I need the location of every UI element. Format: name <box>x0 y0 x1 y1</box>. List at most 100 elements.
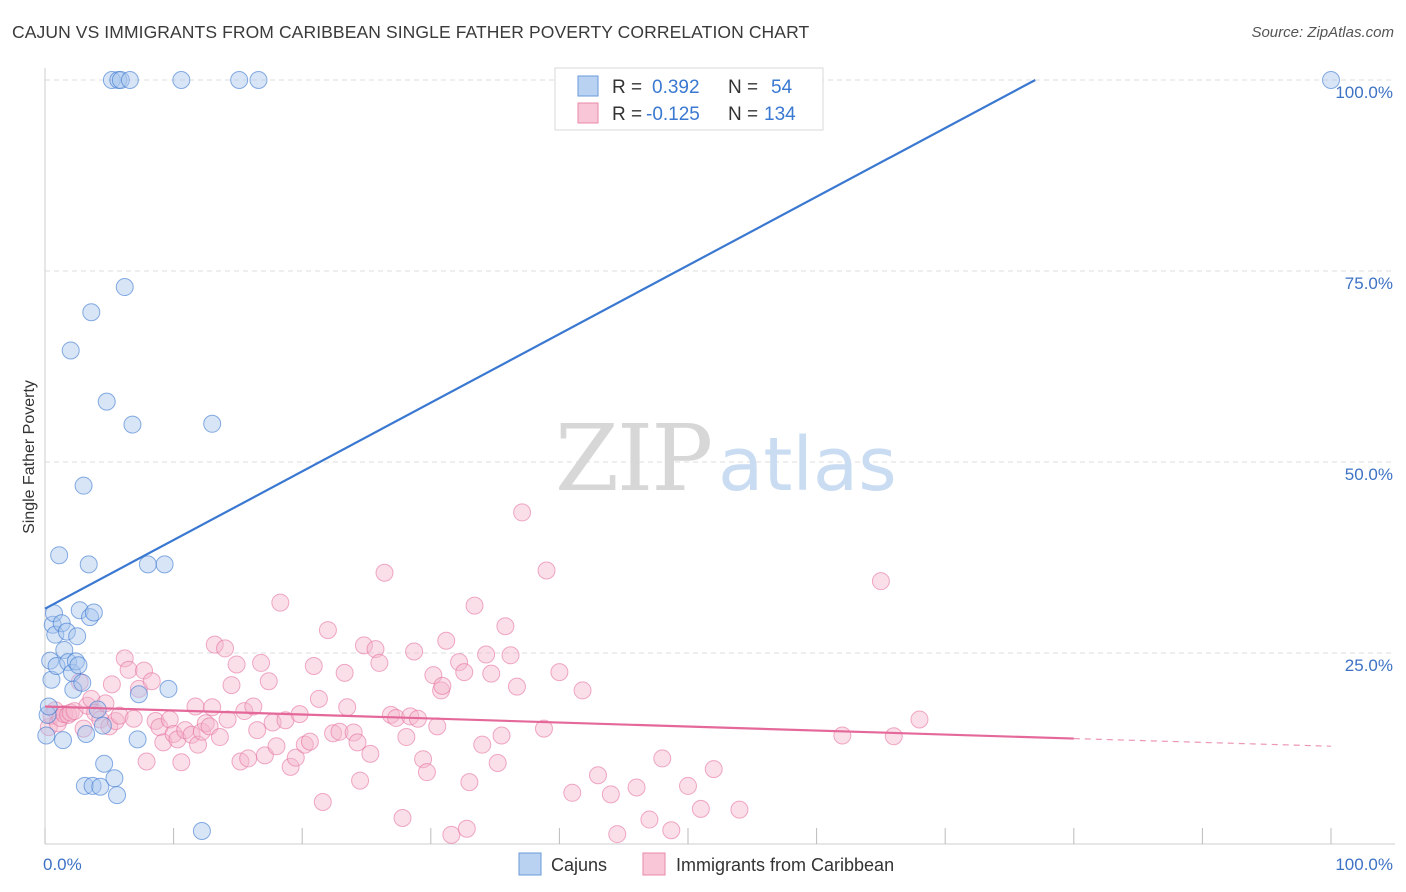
data-point-caribbean <box>300 732 319 751</box>
data-point-cajuns <box>93 716 112 735</box>
data-point-cajuns <box>55 640 74 659</box>
data-point-caribbean <box>74 719 93 738</box>
data-point-caribbean <box>501 646 520 665</box>
trendline-caribbean-extension <box>1073 737 1332 747</box>
series-cajuns-points <box>37 71 1340 841</box>
data-point-caribbean <box>366 640 385 659</box>
data-point-caribbean <box>537 561 556 580</box>
data-point-caribbean <box>496 617 515 636</box>
data-point-cajuns <box>74 476 93 495</box>
bottom-legend-label-cajuns: Cajuns <box>551 855 607 875</box>
trendline-caribbean <box>44 705 1074 740</box>
data-point-caribbean <box>563 783 582 802</box>
data-point-cajuns <box>79 555 98 574</box>
data-point-cajuns <box>46 625 65 644</box>
data-point-caribbean <box>573 681 592 700</box>
data-point-caribbean <box>235 702 254 721</box>
source-label: Source: ZipAtlas.com <box>1251 24 1394 41</box>
data-point-cajuns <box>77 724 96 743</box>
data-point-caribbean <box>318 621 337 640</box>
data-point-caribbean <box>344 723 363 742</box>
data-point-caribbean <box>119 660 138 679</box>
legend-r-value-caribbean: -0.125 <box>646 104 700 125</box>
y-tick-label: 25.0% <box>1345 656 1393 675</box>
data-point-caribbean <box>110 706 129 725</box>
data-point-caribbean <box>205 635 224 654</box>
data-point-caribbean <box>457 819 476 838</box>
data-point-caribbean <box>286 748 305 767</box>
data-point-cajuns <box>138 555 157 574</box>
bottom-legend-label-caribbean: Immigrants from Caribbean <box>676 855 894 875</box>
legend-n-label: N = <box>728 77 758 98</box>
data-point-caribbean <box>252 653 271 672</box>
y-tick-label: 50.0% <box>1345 465 1393 484</box>
trendlines <box>44 79 1332 747</box>
x-tick-label: 100.0% <box>1335 855 1393 874</box>
data-point-caribbean <box>640 810 659 829</box>
data-point-cajuns <box>1322 71 1340 89</box>
data-point-caribbean <box>405 642 424 661</box>
data-point-caribbean <box>473 735 492 754</box>
data-point-caribbean <box>324 724 343 743</box>
series-caribbean-points <box>39 503 929 844</box>
data-point-cajuns <box>61 341 80 360</box>
data-point-caribbean <box>244 697 263 716</box>
data-point-caribbean <box>417 763 436 782</box>
legend-r-label: R = <box>612 104 642 125</box>
data-point-caribbean <box>871 572 890 591</box>
data-point-caribbean <box>304 656 323 675</box>
data-point-caribbean <box>428 717 447 736</box>
data-point-caribbean <box>437 631 456 650</box>
data-point-cajuns <box>91 777 110 796</box>
data-point-cajuns <box>64 680 83 699</box>
legend-swatch-caribbean <box>577 102 599 124</box>
data-point-caribbean <box>465 596 484 615</box>
data-point-cajuns <box>120 71 139 89</box>
data-point-cajuns <box>83 776 102 795</box>
data-point-cajuns <box>52 614 71 633</box>
data-point-caribbean <box>433 676 452 695</box>
data-point-caribbean <box>137 752 156 771</box>
data-point-caribbean <box>295 735 314 754</box>
data-point-cajuns <box>108 786 127 805</box>
data-point-cajuns <box>50 546 69 565</box>
data-point-caribbean <box>354 636 373 655</box>
data-point-caribbean <box>507 677 526 696</box>
bottom-legend-swatch-caribbean <box>642 852 666 876</box>
y-tick-labels: 25.0% 50.0% 75.0% 100.0% <box>1335 83 1393 675</box>
data-point-caribbean <box>267 737 286 756</box>
data-point-cajuns <box>105 769 124 788</box>
data-point-cajuns <box>68 627 87 646</box>
data-point-cajuns <box>128 730 147 749</box>
data-point-caribbean <box>309 689 328 708</box>
data-point-caribbean <box>271 593 290 612</box>
data-point-caribbean <box>704 760 723 779</box>
data-point-cajuns <box>102 71 121 89</box>
data-point-cajuns <box>95 754 114 773</box>
data-point-caribbean <box>218 710 237 729</box>
data-point-caribbean <box>210 728 229 747</box>
data-point-caribbean <box>115 649 134 668</box>
legend-swatch-cajuns <box>577 75 599 97</box>
watermark-zip: ZIP <box>555 405 711 512</box>
data-point-caribbean <box>330 722 349 741</box>
y-tick-label: 75.0% <box>1345 274 1393 293</box>
legend-n-value-cajuns: 54 <box>771 77 793 98</box>
data-point-cajuns <box>47 656 66 675</box>
axes <box>44 68 1395 845</box>
legend-r-value-cajuns: 0.392 <box>652 77 700 98</box>
data-point-caribbean <box>492 726 511 745</box>
data-point-caribbean <box>351 771 370 790</box>
data-point-cajuns <box>123 415 142 434</box>
data-point-caribbean <box>627 778 646 797</box>
y-tick-label: 100.0% <box>1335 83 1393 102</box>
data-point-cajuns <box>70 601 89 620</box>
data-point-cajuns <box>172 71 191 89</box>
data-point-caribbean <box>588 766 607 785</box>
y-axis-label: Single Father Poverty <box>21 380 38 534</box>
watermark: ZIP atlas <box>555 405 897 512</box>
data-point-caribbean <box>227 655 246 674</box>
data-point-caribbean <box>182 725 201 744</box>
data-point-cajuns <box>159 679 178 698</box>
